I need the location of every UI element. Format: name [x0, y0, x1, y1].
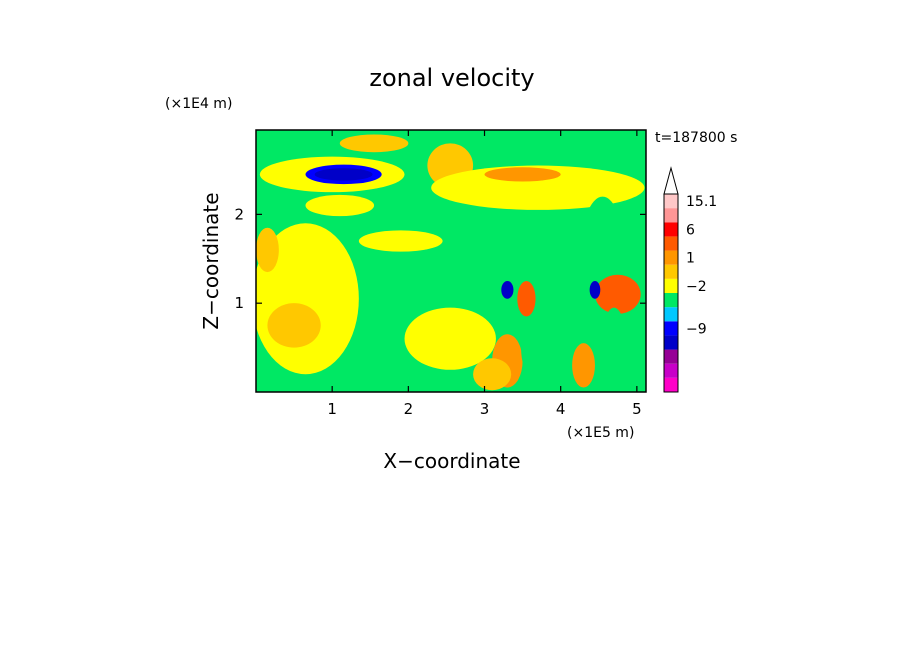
x-unit-label: (×1E5 m): [567, 425, 634, 441]
x-axis-ticks: 1 2 3 4 5: [327, 130, 642, 418]
field-region: [256, 227, 279, 273]
field-region: [594, 274, 641, 314]
y-axis-label: Z−coordinate: [199, 192, 223, 329]
colorbar-label: 1: [686, 251, 695, 267]
field-region: [521, 320, 540, 375]
x-tick-label: 1: [327, 400, 337, 418]
colorbar-label: 15.1: [686, 194, 717, 210]
field-region: [572, 343, 595, 388]
y-axis-ticks: 12: [234, 205, 646, 312]
field-region: [339, 134, 409, 153]
field-region: [501, 280, 514, 299]
colorbar-segment: [664, 250, 678, 265]
colorbar-segment: [664, 278, 678, 293]
colorbar-label: −9: [686, 321, 707, 337]
field-region: [431, 165, 645, 210]
field-region: [589, 280, 601, 299]
colorbar-extend-arrow: [663, 166, 679, 195]
colorbar-segment: [664, 194, 678, 209]
colorbar-segment: [664, 335, 678, 350]
colorbar-segment: [664, 222, 678, 237]
x-tick-label: 4: [556, 400, 566, 418]
x-tick-label: 3: [480, 400, 490, 418]
colorbar-segment: [664, 349, 678, 364]
plot-frame: [255, 129, 647, 393]
chart-title: zonal velocity: [369, 64, 534, 92]
x-tick-label: 2: [404, 400, 414, 418]
colorbar-segment: [664, 321, 678, 336]
time-label: t=187800 s: [655, 130, 737, 146]
y-unit-label: (×1E4 m): [165, 96, 232, 112]
y-tick-label: 1: [234, 294, 244, 312]
colorbar-segment: [664, 363, 678, 378]
colorbar-label: −2: [686, 279, 707, 295]
colorbar-segment: [664, 264, 678, 279]
colorbar-segment: [664, 208, 678, 223]
field-region: [473, 358, 512, 391]
y-tick-label: 2: [234, 205, 244, 223]
field-region: [267, 303, 321, 348]
colorbar-label: 6: [686, 222, 695, 238]
colorbar-segment: [664, 293, 678, 308]
field-region: [404, 307, 496, 370]
colorbar-frame: [663, 193, 679, 393]
colorbar-segment: [664, 377, 678, 392]
plot-area: [255, 129, 647, 393]
colorbar-segment: [664, 307, 678, 322]
field-region: [358, 230, 443, 252]
field-region: [484, 167, 561, 182]
field-region: [517, 280, 536, 317]
field-region: [305, 194, 375, 217]
field-region: [602, 307, 626, 370]
x-tick-label: 5: [632, 400, 642, 418]
field-region: [314, 168, 373, 181]
x-axis-label: X−coordinate: [383, 449, 520, 473]
colorbar-segment: [664, 236, 678, 251]
field-region: [469, 132, 546, 154]
field-region: [256, 376, 310, 391]
velocity-field: [256, 130, 646, 392]
colorbar: −9 −2 1 6 15.1: [663, 166, 717, 393]
